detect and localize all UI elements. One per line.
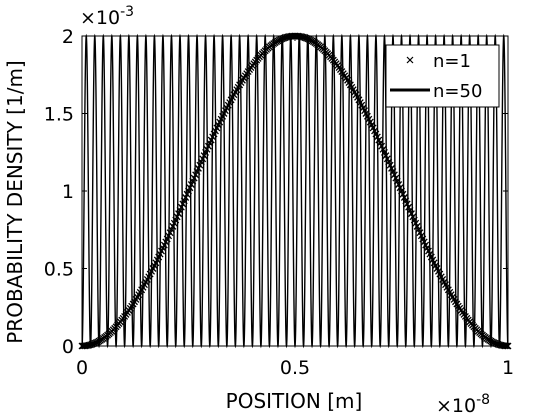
y-exponent-label: ×10-3: [80, 4, 134, 29]
legend-label-n1: n=1: [433, 51, 471, 72]
y-axis-label: PROBABILITY DENSITY [1/m]: [3, 60, 27, 344]
legend-entry-n1: n=1: [406, 51, 471, 72]
x-axis-label: POSITION [m]: [226, 389, 363, 413]
legend-entry-n50: n=50: [390, 81, 482, 102]
x-tick-label: 0.5: [280, 357, 310, 379]
y-tick-label: 1.5: [44, 104, 74, 126]
legend-box: [385, 44, 500, 108]
y-tick-label: 0: [62, 336, 74, 358]
x-tick-label: 0: [76, 357, 88, 379]
axis-ticks: [81, 35, 509, 347]
plot-area: [78, 32, 512, 350]
x-tick-label: 1: [502, 357, 514, 379]
legend-label-n50: n=50: [433, 81, 482, 102]
legend: n=1 n=50: [385, 44, 500, 108]
tick-labels: 0 0.5 1 0 0.5 1 1.5 2: [44, 26, 514, 379]
x-exponent-label: ×10-8: [436, 392, 490, 417]
y-tick-label: 1: [62, 181, 74, 203]
y-tick-label: 0.5: [44, 259, 74, 281]
series-n1-markers: [78, 32, 512, 350]
y-tick-label: 2: [62, 26, 74, 48]
legend-marker-x: [406, 56, 414, 64]
